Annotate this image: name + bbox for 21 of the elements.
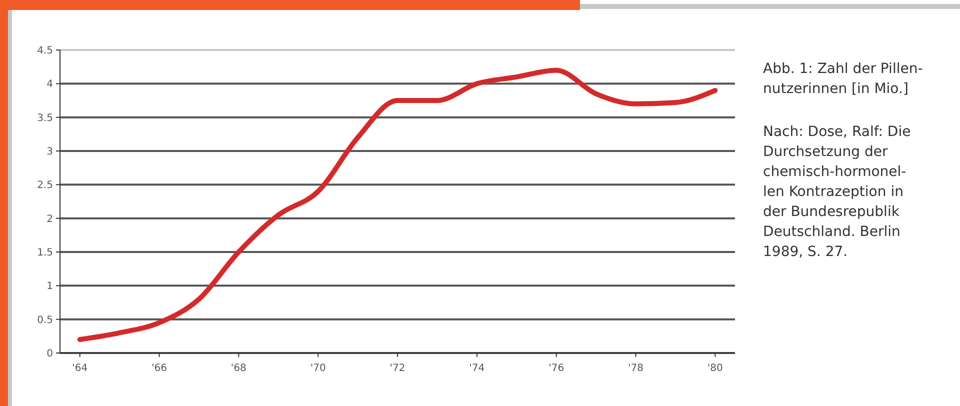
y-tick-label: 1.5 bbox=[37, 248, 53, 258]
x-tick-label: '76 bbox=[548, 363, 564, 374]
y-tick-label: 0.5 bbox=[37, 314, 53, 326]
y-tick-label: 1 bbox=[46, 281, 53, 292]
x-tick-label: '70 bbox=[310, 363, 326, 374]
y-tick-label: 3 bbox=[46, 146, 53, 158]
y-tick-label: 3.5 bbox=[37, 112, 53, 124]
y-tick-label: 4.5 bbox=[37, 46, 53, 56]
y-tick-label: 0 bbox=[46, 348, 53, 360]
y-tick-label: 2 bbox=[46, 214, 53, 225]
x-tick-label: '64 bbox=[72, 363, 88, 374]
x-tick-label: '80 bbox=[707, 363, 723, 374]
x-tick-label: '66 bbox=[152, 363, 168, 374]
text: Nach: Dose, Ralf: Die Durchsetzung der chemisch-hormonel- len Kontrazeption in der Bundesrepublik Deutschland. Berlin 1989, S. 27. bbox=[763, 124, 911, 260]
text: Abb. 1: Zahl der Pillen- nutzerinnen [in Mio.] bbox=[763, 61, 923, 97]
x-tick-label: '74 bbox=[469, 363, 485, 374]
x-tick-label: '78 bbox=[628, 363, 644, 374]
y-tick-label: 2.5 bbox=[37, 180, 53, 192]
y-tick-label: 4 bbox=[46, 79, 53, 90]
x-tick-label: '68 bbox=[230, 363, 246, 374]
x-tick-label: '72 bbox=[390, 363, 406, 374]
